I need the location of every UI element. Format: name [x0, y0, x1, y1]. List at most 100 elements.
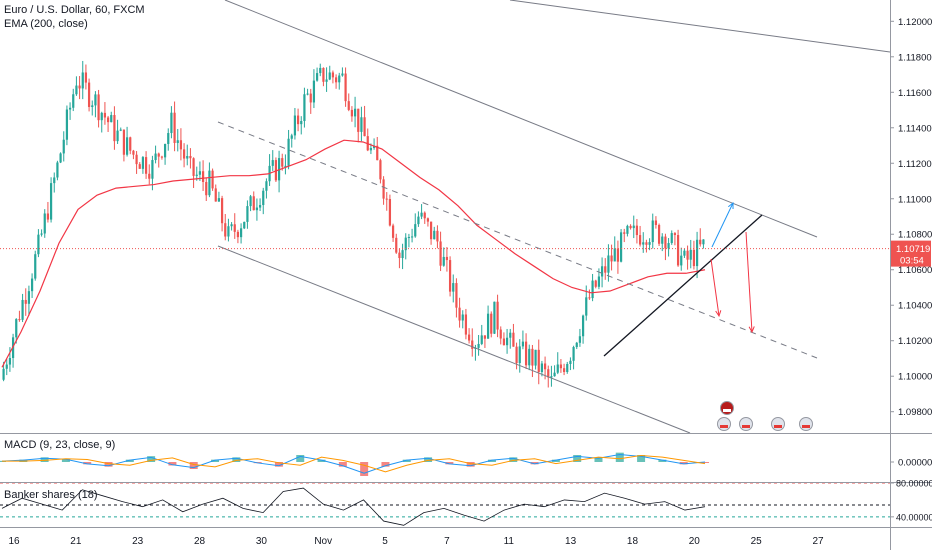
banker-tick-label: 40.00000 [896, 512, 932, 522]
candle-body [480, 335, 483, 344]
price-pane[interactable] [0, 0, 891, 434]
candle-body [15, 319, 18, 338]
candle-body [600, 266, 604, 277]
candle-body [540, 363, 544, 373]
arrow-down [710, 258, 720, 317]
banker-tick-label: 80.00000 [896, 479, 932, 489]
macd-tick-label: 0.00000 [898, 458, 932, 469]
candle-body [97, 94, 100, 121]
candle-body [585, 297, 588, 316]
macd-histogram-bar [637, 455, 646, 462]
candle-body [379, 160, 382, 180]
event-flag-icon [717, 417, 731, 431]
candle-body [198, 171, 202, 175]
time-tick-label: 13 [565, 536, 577, 547]
time-tick-label: 16 [8, 536, 20, 547]
candle-body [439, 241, 442, 266]
event-flag-stripe [802, 425, 810, 428]
candle-body [673, 233, 677, 236]
event-flag-icon [739, 417, 753, 431]
macd-histogram-bar [445, 462, 454, 465]
candle-body [407, 237, 411, 239]
candle-body [350, 109, 354, 117]
candle-body [319, 67, 322, 74]
candle-body [648, 242, 651, 245]
candle-body [211, 170, 214, 189]
candle-body [205, 182, 208, 196]
time-tick-label: 30 [256, 536, 268, 547]
banker-pane[interactable] [0, 482, 890, 526]
candle-body [119, 129, 122, 131]
countdown-label: 03:54 [900, 256, 924, 267]
macd-histogram-bar [104, 462, 113, 467]
signal-line [2, 454, 706, 473]
macd-pane[interactable] [0, 452, 709, 476]
candle-body [110, 115, 113, 123]
candle-body [303, 94, 306, 121]
candle-body [192, 158, 195, 176]
candle-body [588, 297, 591, 299]
candle-body [186, 155, 189, 159]
macd-histogram-bar [296, 455, 305, 462]
macd-histogram-bar [551, 459, 560, 462]
candle-body [414, 224, 417, 237]
candle-body [122, 129, 126, 155]
candle-body [24, 299, 27, 304]
candle-body [170, 112, 173, 134]
macd-histogram-bar [615, 452, 624, 462]
candle-body [547, 369, 550, 378]
candle-body [262, 190, 265, 206]
candle-body [664, 236, 667, 249]
candle-body [72, 94, 75, 108]
candle-body [8, 358, 12, 365]
macd-histogram-bar [211, 459, 220, 462]
candle-body [347, 101, 350, 110]
channel-midline [217, 121, 818, 359]
support-trendline [603, 214, 763, 357]
arrow-down [745, 231, 753, 333]
candle-body [699, 239, 702, 245]
candle-body [642, 242, 645, 245]
candle-body [395, 237, 398, 253]
candle-body [391, 225, 395, 238]
candle-body [27, 291, 31, 304]
candle-body [195, 174, 198, 176]
candle-body [357, 108, 360, 132]
price-tick-label: 1.09800 [898, 407, 932, 418]
candle-body [623, 232, 626, 234]
candle-body [331, 72, 335, 78]
candle-body [151, 160, 154, 179]
candle-body [493, 301, 496, 334]
candle-body [521, 341, 525, 347]
candle-body [217, 198, 221, 202]
macd-histogram-bar [487, 459, 496, 462]
candle-body [635, 225, 639, 236]
candle-body [597, 276, 601, 287]
candle-body [676, 235, 680, 266]
event-flag-icon [799, 417, 813, 431]
candle-body [325, 79, 328, 82]
candle-body [654, 220, 658, 225]
price-tick-label: 1.11400 [898, 123, 932, 134]
candle-body [306, 93, 309, 95]
banker-legend: Banker shares (18) [4, 489, 98, 501]
price-tick-label: 1.11600 [898, 88, 932, 99]
candle-body [287, 138, 290, 166]
candle-body [113, 115, 116, 142]
candle-body [445, 256, 449, 261]
candle-body [141, 157, 145, 169]
candle-body [604, 266, 607, 273]
candle-body [252, 196, 255, 211]
candle-body [201, 171, 205, 183]
candle-body [702, 239, 705, 245]
candle-body [173, 112, 176, 143]
price-tick-label: 1.10800 [898, 230, 932, 241]
macd-histogram-bar [573, 455, 582, 462]
candle-body [208, 170, 211, 196]
candle-body [284, 165, 287, 167]
macd-legend: MACD (9, 23, close, 9) [4, 439, 116, 451]
macd-histogram-bar [40, 457, 49, 462]
